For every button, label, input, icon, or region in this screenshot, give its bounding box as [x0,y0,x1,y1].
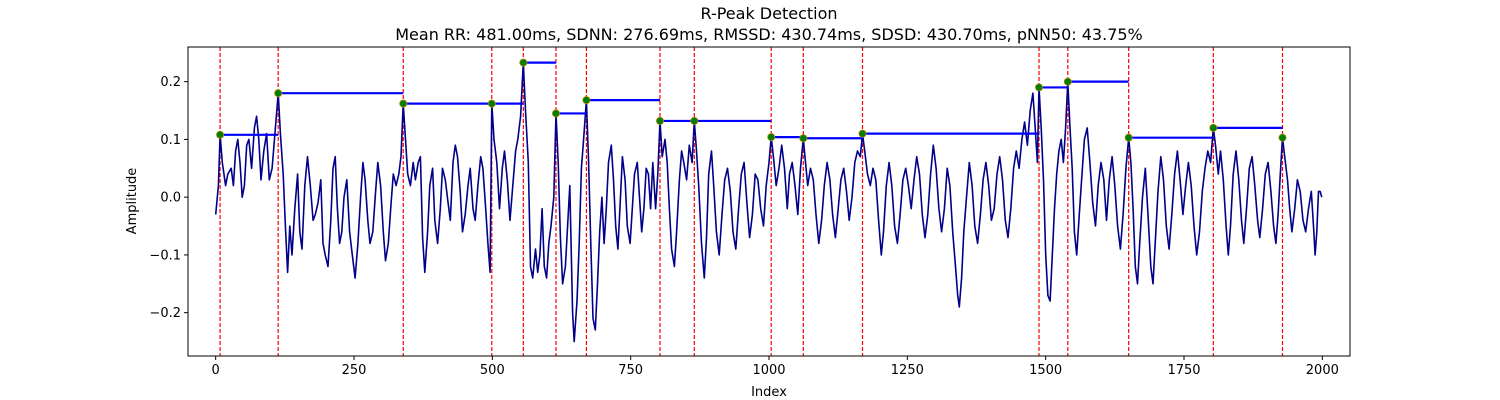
x-tick-label-2: 500 [480,363,505,378]
peak-marker-6 [582,96,591,105]
y-tick-label-1: −0.1 [149,248,181,263]
y-tick-label-0: −0.2 [149,306,181,321]
peak-marker-3 [487,99,496,108]
y-tick-label-2: 0.0 [160,191,181,206]
signal-series [214,61,1323,343]
signal-layer [214,61,1323,343]
x-tick-label-0: 0 [212,363,220,378]
peak-marker-4 [519,58,528,67]
rr-segments [220,61,1283,140]
peak-marker-8 [690,116,699,125]
peak-markers [216,58,1287,143]
x-tick-label-5: 1250 [891,363,924,378]
peak-marker-1 [274,89,283,98]
x-tick-label-7: 1750 [1167,363,1200,378]
peak-marker-10 [799,134,808,143]
chart-title: R-Peak Detection [700,4,837,23]
x-tick-label-6: 1500 [1029,363,1062,378]
y-tick-label-3: 0.1 [160,133,181,148]
chart-subtitle: Mean RR: 481.00ms, SDNN: 276.69ms, RMSSD… [395,25,1143,44]
y-tick-label-4: 0.2 [160,75,181,90]
x-tick-label-4: 1000 [752,363,785,378]
x-tick-label-8: 2000 [1306,363,1339,378]
x-axis-label: Index [751,385,787,400]
y-axis-ticks: −0.2 −0.1 0.0 0.1 0.2 [149,75,188,321]
peak-marker-9 [767,133,776,142]
peak-marker-14 [1124,133,1133,142]
peak-marker-13 [1063,77,1072,86]
peak-marker-11 [858,129,867,138]
peak-marker-15 [1209,123,1218,132]
peak-marker-12 [1035,83,1044,92]
peak-marker-16 [1278,133,1287,142]
peak-marker-0 [216,130,225,139]
x-tick-label-1: 250 [342,363,367,378]
peak-marker-2 [399,99,408,108]
y-axis-label: Amplitude [125,168,140,235]
x-axis-ticks: 0 250 500 750 1000 1250 1500 1750 2000 [212,356,1339,378]
peak-marker-5 [551,109,560,118]
peak-marker-7 [655,116,664,125]
x-tick-label-3: 750 [618,363,643,378]
